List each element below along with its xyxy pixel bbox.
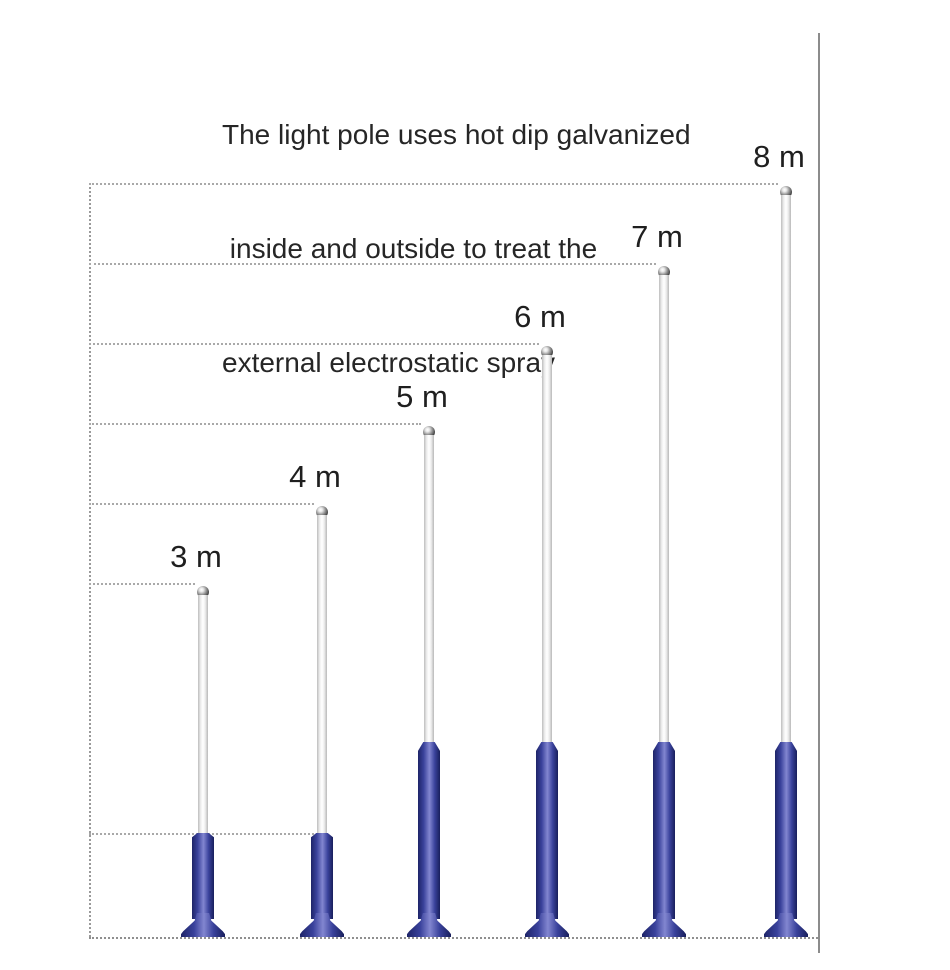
pole-base-foot-3m [181, 913, 225, 937]
title-line-1: The light pole uses hot dip galvanized [222, 119, 691, 150]
pole-shaft-6m [542, 355, 552, 748]
pole-height-label-4m: 4 m [289, 459, 341, 494]
pole-base-foot-7m [642, 913, 686, 937]
pole-base-foot-6m [525, 913, 569, 937]
right-edge-line [818, 33, 820, 953]
pole-base-foot-5m [407, 913, 451, 937]
pole-height-label-3m: 3 m [170, 539, 222, 574]
left-measure-axis [89, 183, 91, 937]
pole-base-3m [192, 833, 214, 919]
diagram-title: The light pole uses hot dip galvanized i… [222, 40, 702, 458]
pole-height-label-6m: 6 m [514, 299, 566, 334]
height-guide-line-7m [89, 263, 656, 265]
pole-base-foot-4m [300, 913, 344, 937]
pole-shaft-4m [317, 515, 327, 839]
pole-height-label-8m: 8 m [753, 139, 805, 174]
pole-shaft-8m [781, 195, 791, 748]
pole-shaft-5m [424, 435, 434, 748]
pole-height-label-5m: 5 m [396, 379, 448, 414]
height-guide-line-3m [89, 583, 195, 585]
height-guide-line-8m [89, 183, 778, 185]
height-guide-line-6m [89, 343, 539, 345]
pole-height-label-7m: 7 m [631, 219, 683, 254]
pole-shaft-7m [659, 275, 669, 748]
title-line-2: inside and outside to treat the [222, 233, 598, 264]
pole-base-6m [536, 742, 558, 919]
pole-base-5m [418, 742, 440, 919]
pole-base-4m [311, 833, 333, 919]
pole-base-8m [775, 742, 797, 919]
height-guide-line-4m [89, 503, 314, 505]
title-line-3: external electrostatic spray [222, 347, 556, 378]
ground-line [89, 937, 818, 939]
pole-shaft-3m [198, 595, 208, 839]
pole-base-foot-8m [764, 913, 808, 937]
pole-base-7m [653, 742, 675, 919]
height-guide-line-5m [89, 423, 421, 425]
